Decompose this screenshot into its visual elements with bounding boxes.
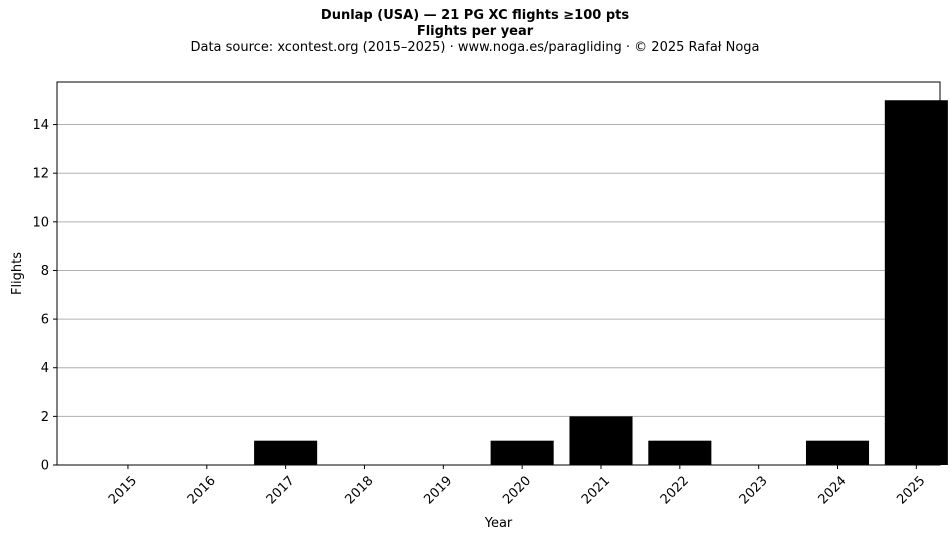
chart-data-source: Data source: xcontest.org (2015–2025) · … [190, 40, 760, 55]
x-tick-label: 2019 [421, 473, 455, 507]
x-tick-label: 2025 [894, 473, 928, 507]
y-tick-label: 0 [41, 459, 49, 474]
x-tick-label: 2023 [737, 473, 771, 507]
bar-2020 [490, 440, 554, 465]
x-tick-label: 2018 [343, 473, 377, 507]
bar-2024 [805, 440, 870, 465]
x-tick-label: 2020 [500, 473, 534, 507]
y-tick-label: 8 [41, 264, 49, 279]
x-tick-label: 2022 [658, 473, 692, 507]
y-tick-label: 10 [32, 215, 49, 230]
y-tick-label: 4 [41, 361, 49, 376]
chart-title-block: Dunlap (USA) — 21 PG XC flights ≥100 pts… [0, 8, 950, 56]
y-axis-label: Flights [10, 252, 25, 295]
bars [254, 100, 948, 465]
grid-lines [57, 124, 940, 466]
x-tick-label: 2024 [816, 473, 850, 507]
chart-subtitle-bold: Flights per year [416, 24, 534, 39]
bar-2017 [254, 440, 318, 465]
bar-2025 [884, 100, 948, 465]
plot-frame [56, 81, 941, 466]
x-tick-label: 2016 [185, 473, 219, 507]
y-tick-label: 6 [41, 313, 49, 328]
x-axis-ticks: 2015 2016 2017 2018 2019 2020 2021 2022 2023 2024… [106, 465, 928, 507]
x-axis-label: Year [484, 516, 513, 531]
chart-title: Dunlap (USA) — 21 PG XC flights ≥100 pts [320, 8, 630, 23]
y-tick-label: 12 [32, 167, 49, 182]
x-tick-label: 2017 [264, 473, 298, 507]
y-tick-label: 14 [32, 118, 49, 133]
x-tick-label: 2021 [579, 473, 613, 507]
bar-2021 [569, 416, 633, 465]
y-tick-label: 2 [41, 410, 49, 425]
y-axis-ticks: 0 2 4 6 8 10 12 14 [32, 118, 57, 474]
x-tick-label: 2015 [106, 473, 140, 507]
bar-2022 [648, 440, 712, 465]
